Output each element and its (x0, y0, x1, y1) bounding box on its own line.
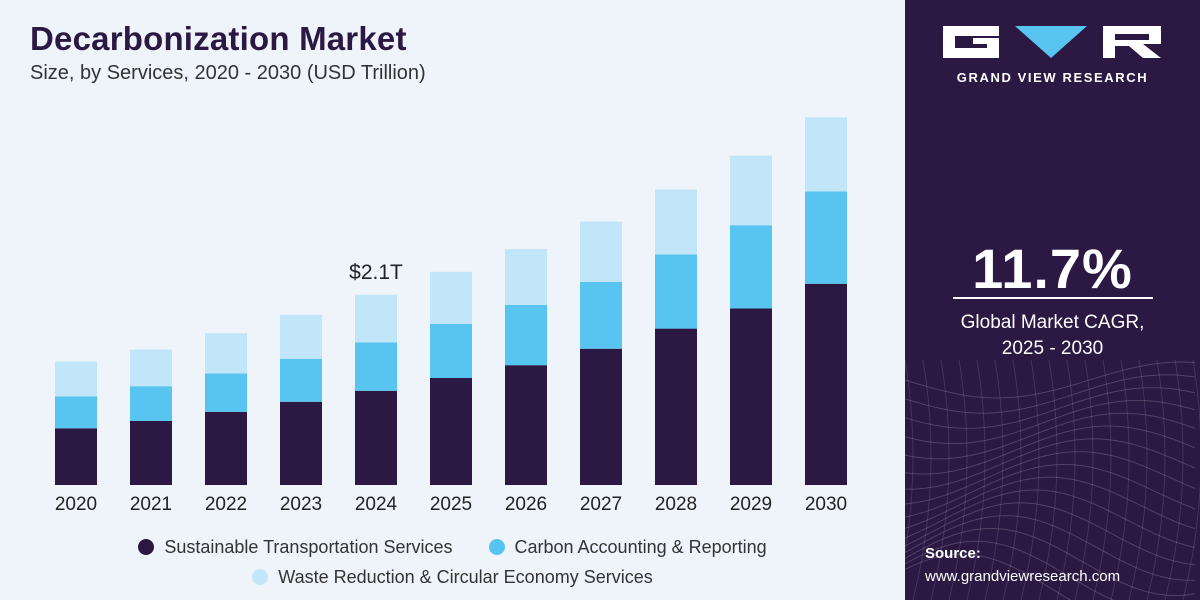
legend-item-carbon-accounting: Carbon Accounting & Reporting (488, 536, 767, 558)
legend-row-1: Sustainable Transportation Services Carb… (0, 532, 905, 562)
chart-title: Decarbonization Market (30, 20, 407, 57)
bar-segment-2028-series-2 (655, 189, 697, 255)
source-label: Source: (925, 545, 981, 562)
bar-segment-2029-series-0 (730, 308, 772, 485)
x-tick-label-2025: 2025 (430, 494, 472, 515)
x-tick-label-2023: 2023 (280, 494, 322, 515)
legend-label-carbon-accounting: Carbon Accounting & Reporting (514, 536, 767, 557)
brand-name: GRAND VIEW RESEARCH (956, 70, 1149, 85)
cagr-divider (953, 297, 1153, 299)
bar-segment-2023-series-2 (280, 314, 322, 359)
legend-label-transportation: Sustainable Transportation Services (164, 536, 453, 557)
bar-segment-2022-series-2 (205, 333, 247, 374)
gvr-logo-icon (943, 26, 1161, 58)
legend-swatch-waste-reduction (252, 569, 269, 585)
wave-grid-decoration (905, 359, 1200, 600)
bar-segment-2026-series-0 (505, 365, 547, 485)
bar-segment-2028-series-1 (655, 254, 697, 329)
x-tick-label-2027: 2027 (580, 494, 622, 515)
bar-segment-2023-series-1 (280, 358, 322, 402)
legend-swatch-carbon-accounting (488, 539, 505, 555)
legend-row-2: Waste Reduction & Circular Economy Servi… (0, 562, 905, 592)
cagr-label-line-1: Global Market CAGR, (960, 312, 1145, 333)
legend-swatch-transportation (138, 539, 155, 555)
chart-subtitle: Size, by Services, 2020 - 2030 (USD Tril… (30, 62, 426, 84)
bar-segment-2020-series-1 (55, 396, 97, 429)
bar-segment-2024-series-1 (355, 342, 397, 391)
cagr-value: 11.7% (972, 237, 1133, 300)
x-tick-label-2026: 2026 (505, 494, 547, 515)
bar-segment-2021-series-1 (130, 386, 172, 421)
bar-segment-2021-series-2 (130, 349, 172, 387)
data-label-2024: $2.1T (349, 261, 403, 284)
x-tick-label-2028: 2028 (655, 494, 697, 515)
bar-segment-2026-series-2 (505, 249, 547, 305)
cagr-label: Global Market CAGR, 2025 - 2030 (905, 310, 1200, 362)
stacked-bar-chart: 2020 2021 2022 2023 2024 $2.1T 2025 2026 2027 202… (55, 117, 847, 515)
bar-segment-2024-series-2 (355, 294, 397, 343)
bar-segment-2026-series-1 (505, 304, 547, 366)
bar-segment-2025-series-0 (430, 377, 472, 485)
bar-segment-2024-series-0 (355, 390, 397, 485)
x-tick-label-2020: 2020 (55, 494, 97, 515)
x-tick-label-2021: 2021 (130, 494, 172, 515)
x-tick-label-2024: 2024 (355, 494, 398, 515)
bar-segment-2021-series-0 (130, 420, 172, 485)
cagr-label-line-2: 2025 - 2030 (1001, 338, 1104, 359)
legend-item-transportation: Sustainable Transportation Services (138, 536, 453, 558)
bar-segment-2030-series-0 (805, 283, 847, 485)
info-panel: GRAND VIEW RESEARCH 11.7% Global Market … (905, 0, 1200, 600)
bar-segment-2030-series-2 (805, 117, 847, 192)
bar-segment-2025-series-2 (430, 271, 472, 325)
chart-area: Decarbonization Market Size, by Services… (0, 20, 905, 592)
bar-segment-2025-series-1 (430, 324, 472, 378)
bar-segment-2027-series-2 (580, 221, 622, 282)
x-tick-label-2030: 2030 (805, 494, 847, 515)
source-link[interactable]: www.grandviewresearch.com (925, 568, 1121, 585)
bar-segment-2028-series-0 (655, 328, 697, 485)
bar-segment-2023-series-0 (280, 401, 322, 485)
x-tick-label-2029: 2029 (730, 494, 772, 515)
bar-segment-2027-series-1 (580, 281, 622, 349)
legend-label-waste-reduction: Waste Reduction & Circular Economy Servi… (278, 566, 653, 587)
bar-segment-2022-series-1 (205, 373, 247, 412)
bar-segment-2020-series-0 (55, 428, 97, 485)
chart-legend: Sustainable Transportation Services Carb… (0, 532, 905, 592)
bar-segment-2027-series-0 (580, 348, 622, 485)
x-tick-label-2022: 2022 (205, 494, 247, 515)
bar-segment-2022-series-0 (205, 411, 247, 485)
bar-segment-2029-series-1 (730, 225, 772, 309)
bar-segment-2020-series-2 (55, 361, 97, 397)
bar-segment-2029-series-2 (730, 155, 772, 226)
bar-segment-2030-series-1 (805, 191, 847, 284)
legend-item-waste-reduction: Waste Reduction & Circular Economy Servi… (252, 566, 653, 588)
